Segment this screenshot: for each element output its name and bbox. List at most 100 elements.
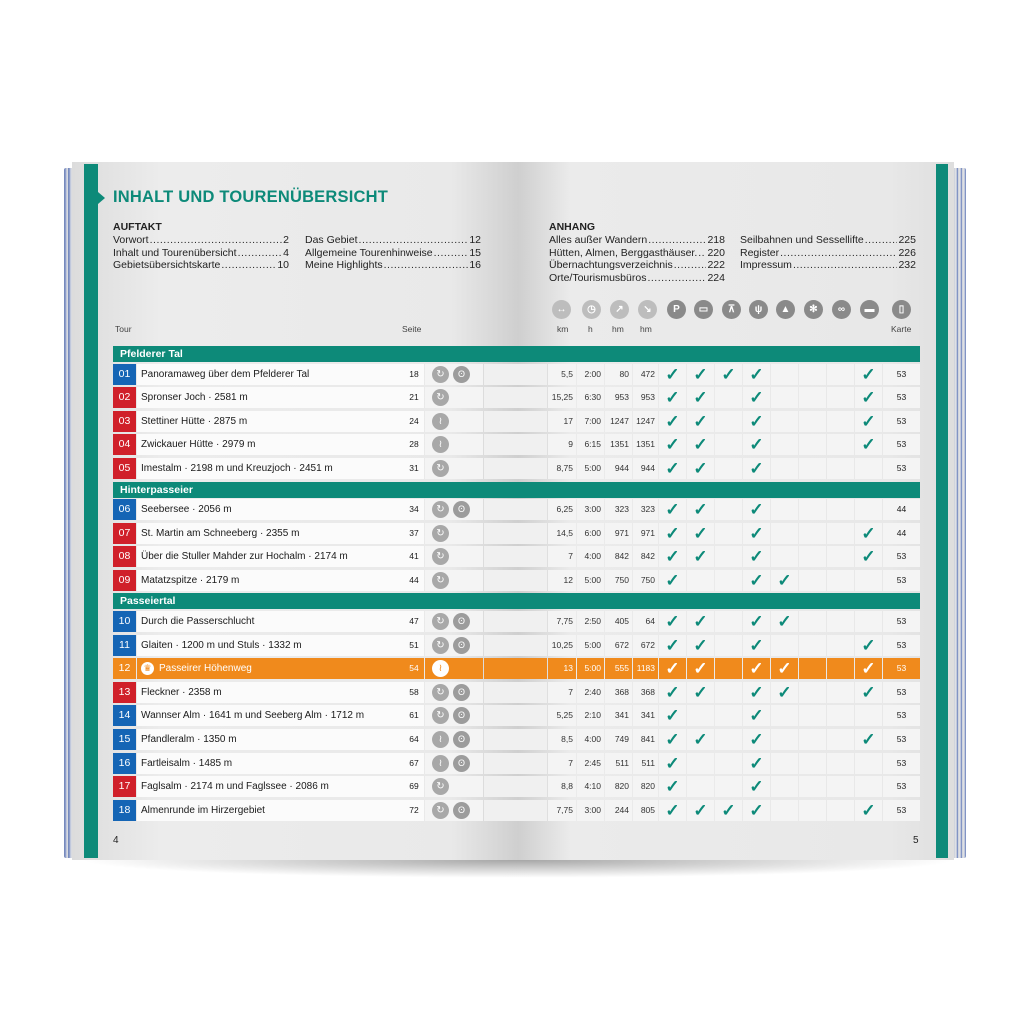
tour-map-number: 53 <box>883 546 920 568</box>
gutter-cell <box>484 457 547 479</box>
tour-hours: 2:40 <box>577 681 604 703</box>
family-bear-icon: ʘ <box>453 754 470 772</box>
check-icon: ✓ <box>743 728 770 750</box>
loop-route-icon: ↻ <box>432 548 449 566</box>
tour-row[interactable]: 14 Wannser Alm · 1641 m und Seeberg Alm ·… <box>113 705 920 727</box>
tour-name[interactable]: Stettiner Hütte · 2875 m <box>137 410 407 432</box>
col-header-karte: Karte <box>891 324 912 334</box>
tour-number: 09 <box>113 569 136 591</box>
auftakt-entry[interactable]: Gebietsübersichtskarte 10 <box>113 259 289 272</box>
tour-name[interactable]: Zwickauer Hütte · 2979 m <box>137 434 407 456</box>
tour-ascent: 341 <box>605 705 632 727</box>
check-icon: ✓ <box>659 705 686 727</box>
auftakt-entry[interactable]: Meine Highlights 16 <box>305 259 481 272</box>
empty-cell <box>827 522 854 544</box>
tour-row[interactable]: 18 Almenrunde im Hirzergebiet 72 ↻ ʘ 7,75 3:00… <box>113 799 920 821</box>
tour-row[interactable]: 08 Über die Stuller Mahder zur Hochalm · … <box>113 546 920 568</box>
tour-name[interactable]: Matatzspitze · 2179 m <box>137 569 407 591</box>
bike-icon: ∞ <box>832 300 851 319</box>
tour-name[interactable]: Seebersee · 2056 m <box>137 499 407 520</box>
map-icon: ▯ <box>892 300 911 319</box>
gutter-cell <box>484 728 547 750</box>
tour-ascent: 323 <box>605 499 632 520</box>
tour-row[interactable]: 13 Fleckner · 2358 m 58 ↻ ʘ 7 2:40 368 368 ✓ ✓ ✓ ✓ ✓ 5… <box>113 681 920 703</box>
tour-hours: 6:00 <box>577 522 604 544</box>
one-way-route-icon: ≀ <box>432 412 449 430</box>
check-icon: ✓ <box>659 799 686 821</box>
auftakt-entry[interactable]: Das Gebiet 12 <box>305 234 481 247</box>
anhang-entry[interactable]: Orte/Tourismusbüros 224 <box>549 272 725 285</box>
check-icon: ✓ <box>687 387 714 409</box>
gutter-cell <box>484 776 547 798</box>
tour-row[interactable]: 06 Seebersee · 2056 m 34 ↻ ʘ 6,25 3:00 323 323 ✓ ✓… <box>113 499 920 520</box>
empty-cell <box>799 546 826 568</box>
tour-row[interactable]: 07 St. Martin am Schneeberg · 2355 m 37 ↻ 14… <box>113 522 920 544</box>
family-bear-icon: ʘ <box>453 801 470 819</box>
empty-cell <box>771 387 798 409</box>
auftakt-entry[interactable]: Allgemeine Tourenhinweise 15 <box>305 247 481 260</box>
tour-row[interactable]: 03 Stettiner Hütte · 2875 m 24 ≀ 17 7:00 1247 1… <box>113 410 920 432</box>
tour-name[interactable]: Spronser Joch · 2581 m <box>137 387 407 409</box>
empty-cell <box>827 658 854 680</box>
empty-cell <box>855 752 882 774</box>
one-way-route-icon: ≀ <box>432 730 449 748</box>
anhang-list-2: Seilbahnen und Sessellifte 225 Register 226… <box>740 234 916 272</box>
tour-name[interactable]: ♛ Passeirer Höhenweg <box>137 658 407 680</box>
tour-descent: 841 <box>633 728 658 750</box>
anhang-entry[interactable]: Seilbahnen und Sessellifte 225 <box>740 234 916 247</box>
tour-name[interactable]: St. Martin am Schneeberg · 2355 m <box>137 522 407 544</box>
anhang-entry[interactable]: Übernachtungsverzeichnis 222 <box>549 259 725 272</box>
check-icon: ✓ <box>855 658 882 680</box>
tour-name[interactable]: Pfandleralm · 1350 m <box>137 728 407 750</box>
tour-row[interactable]: 09 Matatzspitze · 2179 m 44 ↻ 12 5:00 750 750 ✓ ✓… <box>113 569 920 591</box>
tour-name[interactable]: Imestalm · 2198 m und Kreuzjoch · 2451 m <box>137 457 407 479</box>
tour-map-number: 53 <box>883 410 920 432</box>
check-icon: ✓ <box>687 499 714 520</box>
tour-row[interactable]: 16 Fartleisalm · 1485 m 67 ≀ ʘ 7 2:45 511 511 ✓ ✓ 5… <box>113 752 920 774</box>
tour-map-number: 53 <box>883 752 920 774</box>
tour-map-number: 53 <box>883 569 920 591</box>
check-icon: ✓ <box>687 410 714 432</box>
anhang-entry[interactable]: Register 226 <box>740 247 916 260</box>
tour-row[interactable]: 10 Durch die Passerschlucht 47 ↻ ʘ 7,75 2:50 40… <box>113 610 920 632</box>
tour-name[interactable]: Glaiten · 1200 m und Stuls · 1332 m <box>137 634 407 656</box>
page-number-left: 4 <box>113 835 119 846</box>
tour-name[interactable]: Wannser Alm · 1641 m und Seeberg Alm · 1… <box>137 705 407 727</box>
tour-row[interactable]: 01 Panoramaweg über dem Pfelderer Tal 18 ↻ ʘ… <box>113 363 920 385</box>
tour-page: 54 <box>404 658 424 680</box>
tour-name[interactable]: Panoramaweg über dem Pfelderer Tal <box>137 363 407 385</box>
anhang-entry[interactable]: Hütten, Almen, Berggasthäuser. 220 <box>549 247 725 260</box>
check-icon: ✓ <box>659 728 686 750</box>
tour-name[interactable]: Almenrunde im Hirzergebiet <box>137 799 407 821</box>
tour-km: 8,75 <box>548 457 576 479</box>
tour-row[interactable]: 11 Glaiten · 1200 m und Stuls · 1332 m 51 ↻… <box>113 634 920 656</box>
tour-name[interactable]: Fartleisalm · 1485 m <box>137 752 407 774</box>
anhang-entry[interactable]: Impressum 232 <box>740 259 916 272</box>
toc-entry-label: Impressum <box>740 259 792 271</box>
auftakt-entry[interactable]: Inhalt und Tourenübersicht 4 <box>113 247 289 260</box>
loop-route-icon: ↻ <box>432 524 449 542</box>
check-icon: ✓ <box>687 728 714 750</box>
tour-name[interactable]: Fleckner · 2358 m <box>137 681 407 703</box>
empty-cell <box>715 705 742 727</box>
tour-km: 9 <box>548 434 576 456</box>
tour-number: 07 <box>113 522 136 544</box>
tour-name[interactable]: Über die Stuller Mahder zur Hochalm · 21… <box>137 546 407 568</box>
gutter-cell <box>484 499 547 520</box>
tour-name[interactable]: Faglsalm · 2174 m und Faglssee · 2086 m <box>137 776 407 798</box>
empty-cell <box>771 522 798 544</box>
tour-row[interactable]: 17 Faglsalm · 2174 m und Faglssee · 2086 … <box>113 776 920 798</box>
auftakt-entry[interactable]: Vorwort 2 <box>113 234 289 247</box>
empty-cell <box>827 363 854 385</box>
tour-row[interactable]: 12 ♛ Passeirer Höhenweg 54 ≀ 13 5:00 555 1183 ✓ ✓ ✓… <box>113 658 920 680</box>
tour-name[interactable]: Durch die Passerschlucht <box>137 610 407 632</box>
col-header-km: km <box>557 324 569 334</box>
empty-cell <box>799 752 826 774</box>
anhang-entry[interactable]: Alles außer Wandern 218 <box>549 234 725 247</box>
tour-row[interactable]: 04 Zwickauer Hütte · 2979 m 28 ≀ 9 6:15 1351 13… <box>113 434 920 456</box>
tour-row[interactable]: 05 Imestalm · 2198 m und Kreuzjoch · 2451… <box>113 457 920 479</box>
tour-row[interactable]: 02 Spronser Joch · 2581 m 21 ↻ 15,25 6:30 953 9… <box>113 387 920 409</box>
loop-route-icon: ↻ <box>432 707 449 725</box>
tour-row[interactable]: 15 Pfandleralm · 1350 m 64 ≀ ʘ 8,5 4:00 749 841 ✓… <box>113 728 920 750</box>
empty-cell <box>771 434 798 456</box>
